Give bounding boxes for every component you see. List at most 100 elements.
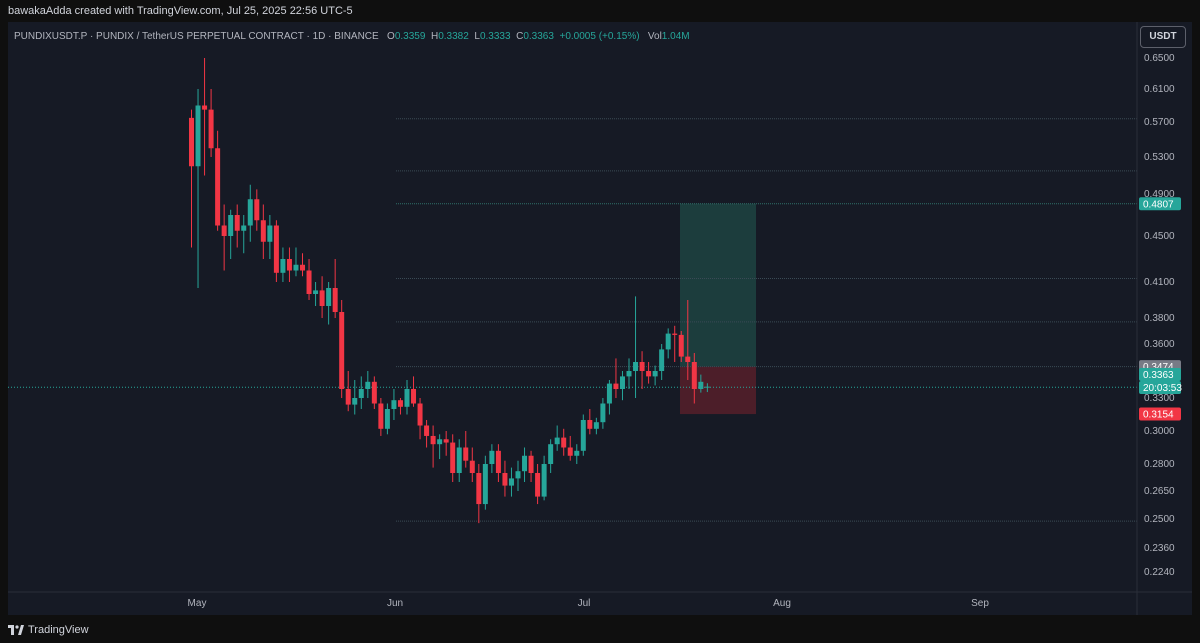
candle-body bbox=[593, 422, 599, 429]
volume-label: Vol bbox=[647, 31, 662, 42]
candle-body bbox=[659, 349, 665, 371]
candle-body bbox=[365, 381, 371, 389]
candle-body bbox=[208, 109, 214, 149]
candle-body bbox=[300, 264, 306, 271]
price-label-countdown bbox=[1139, 381, 1181, 394]
candle-body bbox=[515, 471, 521, 479]
candle-body bbox=[384, 409, 390, 429]
y-tick-label: 0.3000 bbox=[1144, 426, 1175, 437]
candle-body bbox=[280, 259, 286, 273]
price-label-text-last: 0.3363 bbox=[1143, 370, 1174, 381]
candle-body bbox=[522, 455, 528, 472]
candle-body bbox=[247, 199, 253, 226]
watermark-text: bawakaAdda created with TradingView.com,… bbox=[8, 5, 353, 17]
candle-body bbox=[508, 478, 514, 486]
price-label-stop bbox=[1139, 407, 1181, 421]
candle-body bbox=[528, 455, 534, 473]
y-tick-label: 0.2500 bbox=[1144, 514, 1175, 525]
candle-body bbox=[378, 403, 384, 429]
y-tick-label: 0.2360 bbox=[1144, 543, 1175, 554]
x-tick-label: Jun bbox=[387, 598, 403, 609]
candle-body bbox=[286, 259, 292, 271]
close-value: 0.3363 bbox=[523, 31, 554, 42]
candle-body bbox=[195, 105, 201, 167]
y-tick-label: 0.2240 bbox=[1144, 567, 1175, 578]
stop-zone bbox=[680, 366, 756, 415]
y-tick-label: 0.3600 bbox=[1144, 339, 1175, 350]
candle-body bbox=[482, 464, 488, 505]
y-tick-label: 0.4500 bbox=[1144, 231, 1175, 242]
y-tick-label: 0.4900 bbox=[1144, 189, 1175, 200]
candle-body bbox=[600, 403, 606, 423]
y-tick-label: 0.5700 bbox=[1144, 117, 1175, 128]
candle-body bbox=[424, 425, 430, 436]
symbol-legend: PUNDIXUSDT.P · PUNDIX / TetherUS PERPETU… bbox=[14, 31, 690, 42]
y-tick-label: 0.2800 bbox=[1144, 459, 1175, 470]
candle-body bbox=[456, 447, 462, 473]
y-tick-label: 0.4100 bbox=[1144, 277, 1175, 288]
candle-body bbox=[267, 225, 273, 242]
candle-body bbox=[678, 334, 684, 357]
candle-body bbox=[535, 473, 541, 497]
chart-frame[interactable] bbox=[8, 22, 1192, 615]
symbol-title[interactable]: PUNDIXUSDT.P · PUNDIX / TetherUS PERPETU… bbox=[14, 31, 379, 42]
candle-body bbox=[241, 225, 247, 231]
x-tick-label: Aug bbox=[773, 598, 791, 609]
y-tick-label: 0.6500 bbox=[1144, 53, 1175, 64]
x-tick-label: May bbox=[188, 598, 207, 609]
candle-body bbox=[391, 400, 397, 409]
candle-body bbox=[411, 389, 417, 404]
y-tick-label: 0.3800 bbox=[1144, 313, 1175, 324]
candle-body bbox=[548, 444, 554, 464]
candle-body bbox=[554, 437, 560, 445]
y-tick-label: 0.6100 bbox=[1144, 84, 1175, 95]
candle-body bbox=[254, 199, 260, 221]
candle-body bbox=[326, 288, 332, 306]
candle-body bbox=[626, 371, 632, 377]
candle-body bbox=[450, 442, 456, 473]
candle-body bbox=[234, 215, 240, 231]
currency-button[interactable]: USDT bbox=[1140, 26, 1186, 48]
candle-body bbox=[358, 389, 364, 398]
candle-body bbox=[332, 288, 338, 312]
candle-body bbox=[202, 105, 208, 110]
candle-body bbox=[685, 356, 691, 362]
candle-body bbox=[228, 215, 234, 236]
candle-body bbox=[698, 381, 704, 389]
close-label: C bbox=[516, 31, 524, 42]
candle-body bbox=[672, 333, 678, 335]
candle-body bbox=[580, 420, 586, 451]
candle-body bbox=[541, 464, 547, 497]
candle-body bbox=[221, 225, 227, 236]
footer-bar bbox=[0, 615, 1200, 643]
y-tick-label: 0.3300 bbox=[1144, 393, 1175, 404]
candle-body bbox=[704, 386, 710, 388]
candle-body bbox=[489, 450, 495, 464]
candle-body bbox=[397, 400, 403, 407]
tradingview-logo[interactable]: TradingView bbox=[8, 624, 89, 636]
candle-body bbox=[469, 460, 475, 473]
top-bar: bawakaAdda created with TradingView.com,… bbox=[0, 0, 1200, 22]
open-value: 0.3359 bbox=[394, 31, 426, 42]
change-value: +0.0005 (+0.15%) bbox=[559, 31, 640, 42]
candle-body bbox=[339, 312, 345, 389]
candle-body bbox=[639, 362, 645, 371]
price-label-last bbox=[1139, 368, 1181, 381]
candle-body bbox=[613, 383, 619, 389]
candle-body bbox=[437, 439, 443, 445]
low-value: 0.3333 bbox=[479, 31, 511, 42]
candle-body bbox=[430, 435, 436, 445]
candle-body bbox=[371, 381, 377, 404]
x-tick-label: Sep bbox=[971, 598, 989, 609]
candle-body bbox=[293, 264, 299, 271]
candle-body bbox=[619, 376, 625, 389]
candle-body bbox=[313, 290, 319, 294]
candle-body bbox=[306, 270, 312, 294]
candle-body bbox=[476, 473, 482, 505]
price-label-text-target: 0.4807 bbox=[1143, 199, 1174, 210]
x-tick-label: Jul bbox=[578, 598, 591, 609]
candle-body bbox=[567, 447, 573, 456]
tradingview-logo-icon bbox=[8, 625, 24, 635]
candle-body bbox=[574, 450, 580, 456]
